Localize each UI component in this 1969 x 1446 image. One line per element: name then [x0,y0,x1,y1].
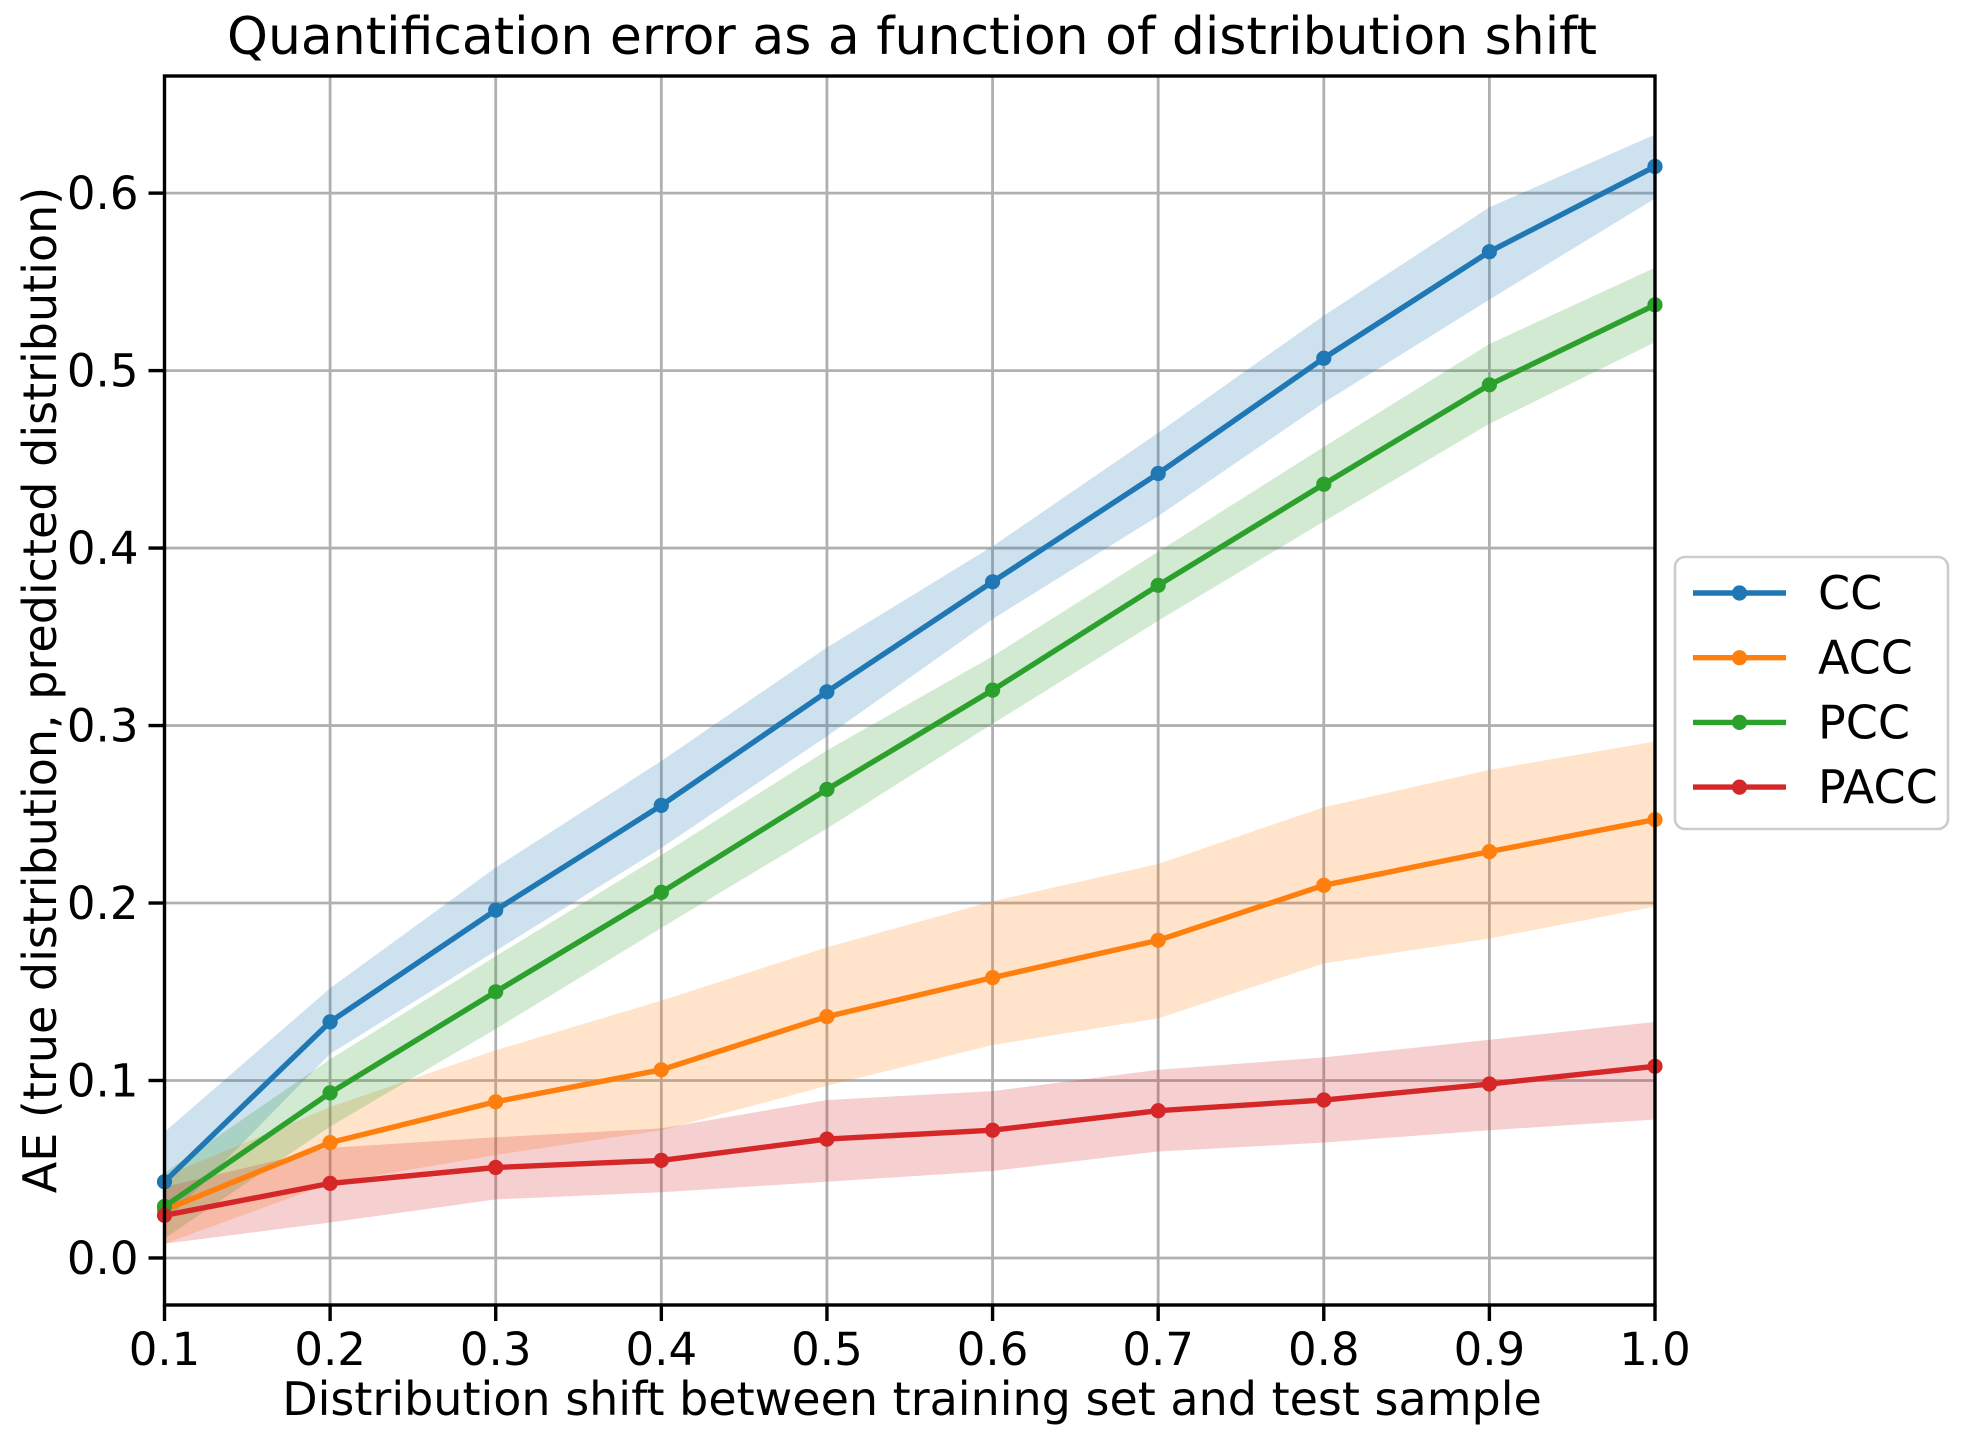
x-tick-label-0.3: 0.3 [460,1323,532,1376]
series-line-PACC [164,1063,1655,1219]
data-point-marker [985,574,1001,590]
plot-border [162,74,1657,1307]
y-tick-label-0.2: 0.2 [67,877,139,930]
data-point-marker [488,1094,504,1110]
data-point-marker [985,682,1001,698]
x-tick-label-0.5: 0.5 [791,1323,863,1376]
chart-title: Quantification error as a function of di… [227,7,1597,67]
x-tick-label-0.2: 0.2 [294,1323,366,1376]
y-axis-ticks: 0.0 0.1 0.2 0.3 0.4 0.5 0.6 [67,167,165,1285]
series-markers-ACC [156,812,1663,1218]
legend-entry-CC: CC [1693,566,1882,620]
data-point-marker [819,781,835,798]
data-point-marker [488,902,504,918]
y-axis-label: AE (true distribution, predicted distrib… [13,187,67,1193]
data-point-marker [819,1131,835,1147]
legend-marker-sample [1731,779,1748,795]
legend-marker-sample [1731,714,1748,731]
data-point-marker [653,1152,669,1168]
data-point-marker [1481,377,1497,393]
series-markers-CC [156,158,1663,1190]
data-point-marker [1150,932,1166,948]
legend-entry-ACC: ACC [1693,631,1913,685]
confidence-band-CC [164,134,1655,1223]
y-tick-label-0.4: 0.4 [67,522,139,575]
legend-box [1673,555,1950,831]
legend: CC ACC PCC PACC [1673,555,1950,831]
data-point-marker [1481,244,1497,260]
data-point-marker [1150,465,1166,482]
series-line-PCC [164,302,1655,1209]
data-point-marker [322,1085,338,1101]
data-point-marker [1316,476,1332,492]
legend-label-ACC: ACC [1818,631,1913,685]
legend-marker-sample [1731,650,1748,666]
data-point-marker [1481,1076,1497,1092]
data-point-marker [488,984,504,1000]
x-tick-label-0.7: 0.7 [1122,1323,1194,1376]
data-point-marker [819,684,835,700]
x-axis-ticks: 0.1 0.2 0.3 0.4 0.5 0.6 0.7 0.8 0.9 1.0 [129,1305,1691,1376]
data-point-marker [653,797,669,814]
legend-label-PACC: PACC [1818,760,1938,814]
data-point-marker [1481,844,1497,860]
x-axis-label: Distribution shift between training set … [282,1372,1542,1426]
data-point-marker [985,970,1001,986]
data-point-marker [322,1014,338,1030]
x-tick-label-0.4: 0.4 [626,1323,698,1376]
data-point-marker [1150,1103,1166,1119]
legend-entry-PCC: PCC [1693,695,1910,749]
legend-label-PCC: PCC [1818,695,1910,749]
data-point-marker [1316,350,1332,366]
series-line-CC [164,164,1655,1184]
series-markers-PCC [156,297,1663,1215]
x-tick-label-0.1: 0.1 [129,1323,201,1376]
y-tick-label-0.1: 0.1 [67,1054,139,1107]
legend-entry-PACC: PACC [1693,760,1938,814]
x-tick-label-0.8: 0.8 [1288,1323,1360,1376]
data-point-marker [488,1159,504,1176]
data-point-marker [1316,877,1332,893]
y-tick-label-0.5: 0.5 [67,345,139,398]
y-tick-label-0.3: 0.3 [67,700,139,753]
data-point-marker [653,1062,669,1078]
data-point-marker [322,1175,338,1191]
data-point-marker [1316,1092,1332,1108]
legend-marker-sample [1731,585,1748,601]
y-tick-label-0.0: 0.0 [67,1232,139,1285]
x-tick-label-0.6: 0.6 [957,1323,1029,1376]
data-point-marker [985,1122,1001,1138]
y-tick-label-0.6: 0.6 [67,167,139,220]
x-tick-label-0.9: 0.9 [1454,1323,1526,1376]
data-point-marker [1150,577,1166,593]
series-line-ACC [164,816,1655,1213]
x-tick-label-1.0: 1.0 [1619,1323,1691,1376]
legend-label-CC: CC [1818,566,1882,620]
data-point-marker [653,884,669,901]
confidence-band-ACC [164,741,1655,1244]
data-point-marker [322,1135,338,1151]
data-point-marker [819,1009,835,1025]
